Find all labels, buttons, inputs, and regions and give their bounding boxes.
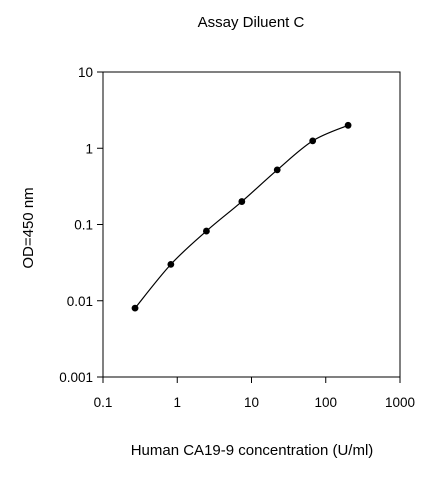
x-tick-label: 100 xyxy=(314,395,337,410)
x-tick-label: 1 xyxy=(173,395,181,410)
x-tick-label: 10 xyxy=(244,395,259,410)
data-point xyxy=(273,166,281,174)
data-point xyxy=(309,137,317,145)
axes xyxy=(102,71,401,378)
data-point xyxy=(203,227,210,235)
data-point xyxy=(167,260,175,268)
y-tick-label: 0.1 xyxy=(74,218,93,233)
y-tick-label: 0.001 xyxy=(59,370,93,385)
x-tick-label: 0.1 xyxy=(94,395,113,410)
x-tick-label: 1000 xyxy=(385,395,415,410)
ticks: 0.1 1 10 100 1000 10 1 0.1 0.01 0.001 xyxy=(59,65,415,410)
data-point xyxy=(344,121,352,129)
y-tick-label: 10 xyxy=(78,65,93,80)
data-point xyxy=(131,304,139,312)
y-axis-label: OD=450 nm xyxy=(20,187,37,268)
x-axis-label: Human CA19-9 concentration (U/ml) xyxy=(131,442,374,459)
data-point xyxy=(238,198,246,205)
series xyxy=(131,121,352,312)
series-line xyxy=(134,124,349,309)
y-tick-label: 0.01 xyxy=(67,294,93,309)
chart-title: Assay Diluent C xyxy=(198,14,305,31)
plot-frame xyxy=(102,71,401,378)
y-tick-label: 1 xyxy=(85,141,93,156)
